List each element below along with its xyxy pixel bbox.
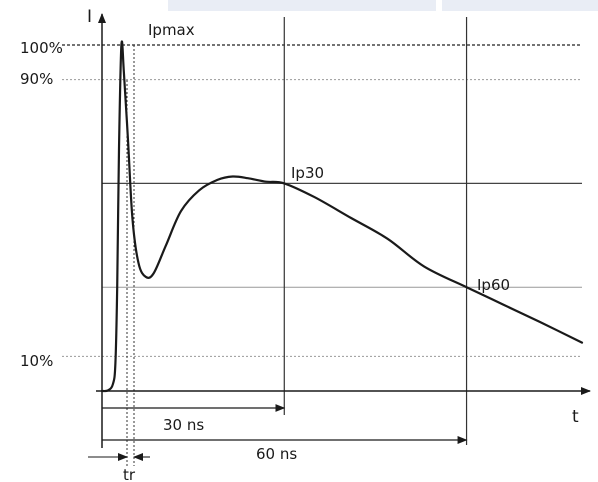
y-tick-label-10: 10%: [20, 352, 53, 370]
x-axis-label: t: [572, 407, 579, 427]
waveform: [102, 41, 582, 391]
reference-lines: [62, 17, 582, 466]
interval-30-label: 30 ns: [163, 416, 204, 434]
chart-labels: 100% 90% 10% I t Ipmax Ip30 Ip60 tr 30 n…: [20, 7, 579, 482]
ip60-label: Ip60: [477, 276, 510, 294]
pulse-current-line: [102, 41, 582, 391]
y-tick-label-90: 90%: [20, 70, 53, 88]
y-tick-label-100: 100%: [20, 39, 63, 57]
y-axis-label: I: [87, 7, 92, 27]
rise-time-label: tr: [123, 466, 136, 482]
ip30-label: Ip30: [291, 164, 324, 182]
peak-label: Ipmax: [148, 21, 195, 39]
interval-60-label: 60 ns: [256, 445, 297, 463]
